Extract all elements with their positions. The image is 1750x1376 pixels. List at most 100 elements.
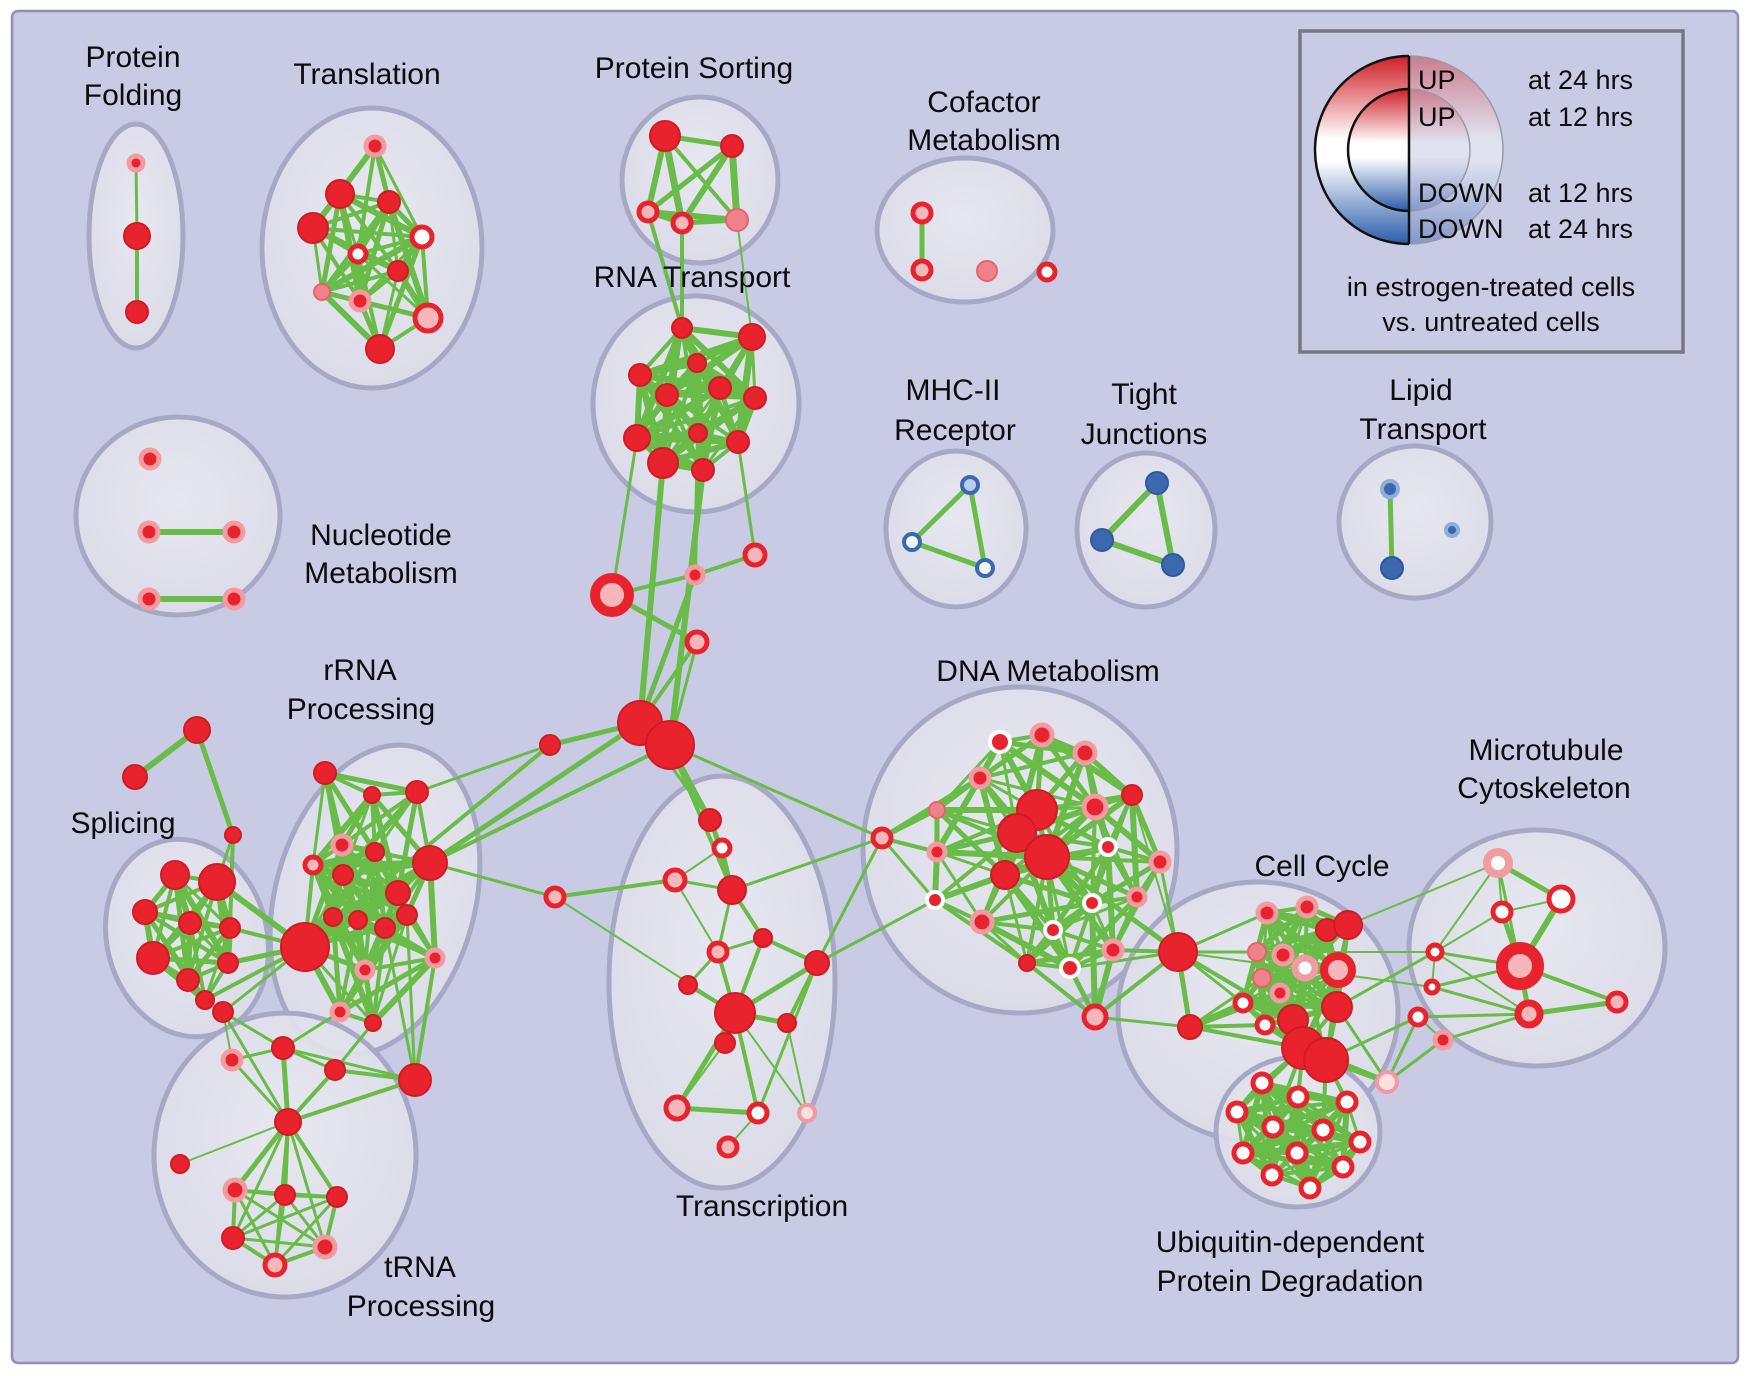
edge bbox=[1099, 537, 1176, 568]
edge bbox=[909, 482, 973, 545]
node-nucleotide-2 bbox=[222, 520, 246, 544]
edge bbox=[286, 1078, 417, 1124]
node-cellcycle-3 bbox=[1333, 910, 1363, 940]
edge bbox=[383, 926, 417, 1082]
edge bbox=[728, 142, 741, 224]
node-ubiquitin-1 bbox=[1286, 1085, 1310, 1109]
cluster-label-rrna-1: Processing bbox=[287, 693, 435, 726]
node-trna-4 bbox=[398, 1063, 432, 1097]
edge bbox=[1129, 792, 1163, 865]
edge bbox=[286, 1120, 327, 1249]
node-free-5 bbox=[645, 720, 695, 770]
node-tight-junctions-0 bbox=[1145, 471, 1169, 495]
node-protein-sorting-0 bbox=[649, 120, 681, 152]
edge bbox=[1385, 1015, 1420, 1084]
node-dna-17 bbox=[925, 890, 945, 910]
legend-circle-outline bbox=[1346, 87, 1410, 213]
node-rrna-14 bbox=[424, 947, 446, 969]
cluster-label-lipid: Lipid bbox=[1389, 374, 1452, 407]
cluster-label-microtubule: Microtubule bbox=[1468, 734, 1623, 767]
legend-time-2: at 12 hrs bbox=[1528, 178, 1633, 208]
node-dna-13 bbox=[1098, 837, 1118, 857]
cluster-label-protein-folding: Protein bbox=[85, 41, 180, 74]
node-trna-0 bbox=[212, 1001, 234, 1023]
edge bbox=[554, 896, 736, 1014]
node-lipid-2 bbox=[1444, 522, 1460, 538]
edge bbox=[1176, 950, 1295, 1022]
edge bbox=[1003, 873, 1029, 965]
node-trna-8 bbox=[274, 1184, 296, 1206]
edge bbox=[319, 191, 343, 295]
node-cellcycle-0 bbox=[1255, 901, 1279, 925]
node-rna-transport-6 bbox=[743, 386, 767, 410]
node-splicing-0 bbox=[160, 860, 190, 890]
node-protein-sorting-3 bbox=[670, 211, 694, 235]
node-cofactor-1 bbox=[910, 258, 934, 282]
node-dna-8 bbox=[997, 813, 1037, 853]
node-rrna-11 bbox=[348, 910, 368, 930]
node-transcription-13 bbox=[797, 1103, 817, 1123]
edge bbox=[415, 743, 552, 794]
node-microtubule-2 bbox=[1490, 900, 1514, 924]
node-ubiquitin-5 bbox=[1311, 1118, 1335, 1142]
legend-direction-1: UP bbox=[1418, 102, 1456, 132]
node-translation-3 bbox=[297, 212, 329, 244]
node-rrna-15 bbox=[354, 959, 376, 981]
cluster-label-nucleotide-1: Metabolism bbox=[304, 557, 457, 590]
edge bbox=[194, 727, 236, 838]
node-ubiquitin-10 bbox=[1260, 1163, 1284, 1187]
node-transcription-1 bbox=[711, 837, 733, 859]
node-dna-1 bbox=[1029, 722, 1055, 748]
cluster-ellipse-nucleotide bbox=[73, 414, 283, 618]
node-free-7 bbox=[543, 885, 567, 909]
cluster-label-microtubule-1: Cytoskeleton bbox=[1457, 772, 1630, 805]
legend-circle-outline bbox=[1408, 88, 1471, 212]
edge bbox=[1434, 862, 1499, 953]
edge bbox=[340, 790, 419, 847]
legend-circle-outline bbox=[1408, 55, 1504, 245]
edge bbox=[1002, 872, 1095, 906]
edge bbox=[967, 482, 988, 571]
node-rna-transport-10 bbox=[647, 447, 679, 479]
edge bbox=[730, 836, 884, 892]
edge bbox=[172, 872, 231, 966]
node-transcription-3 bbox=[717, 875, 747, 905]
edge bbox=[633, 384, 724, 442]
edge bbox=[679, 143, 735, 226]
edge bbox=[303, 721, 642, 949]
node-free-11 bbox=[1158, 932, 1198, 972]
edge bbox=[979, 900, 1095, 925]
node-free-9 bbox=[122, 764, 148, 790]
node-transcription-4 bbox=[753, 928, 773, 948]
node-free-10 bbox=[224, 826, 242, 844]
cluster-label-ubiquitin: Ubiquitin-dependent bbox=[1156, 1226, 1425, 1259]
edge bbox=[880, 836, 937, 902]
node-rrna-5 bbox=[332, 864, 354, 886]
edge bbox=[978, 751, 1087, 780]
node-dna-21 bbox=[1059, 957, 1081, 979]
legend-direction-0: UP bbox=[1418, 65, 1456, 95]
node-ubiquitin-9 bbox=[1331, 1155, 1355, 1179]
edge bbox=[909, 539, 988, 571]
edge bbox=[1235, 1100, 1349, 1114]
node-dna-12 bbox=[1121, 784, 1143, 806]
node-cellcycle-11 bbox=[1254, 1014, 1276, 1036]
node-mhc-2 bbox=[975, 558, 995, 578]
network-nodes bbox=[122, 120, 1629, 1278]
edge bbox=[674, 879, 719, 953]
cluster-label-cofactor: Cofactor bbox=[927, 86, 1040, 119]
node-transcription-9 bbox=[777, 1013, 797, 1033]
edge bbox=[310, 792, 375, 868]
node-lipid-0 bbox=[1380, 479, 1400, 499]
edge bbox=[668, 743, 884, 840]
node-cellcycle-10 bbox=[1232, 992, 1254, 1014]
cluster-label-dna: DNA Metabolism bbox=[936, 655, 1159, 688]
edge bbox=[1002, 872, 1073, 971]
edge bbox=[645, 143, 735, 215]
node-dna-11 bbox=[1081, 793, 1109, 821]
legend-caption-0: in estrogen-treated cells bbox=[1347, 272, 1635, 302]
edge bbox=[815, 836, 884, 965]
node-rrna-3 bbox=[330, 833, 354, 857]
node-translation-2 bbox=[377, 190, 401, 214]
node-cellcycle-9 bbox=[1269, 982, 1291, 1004]
